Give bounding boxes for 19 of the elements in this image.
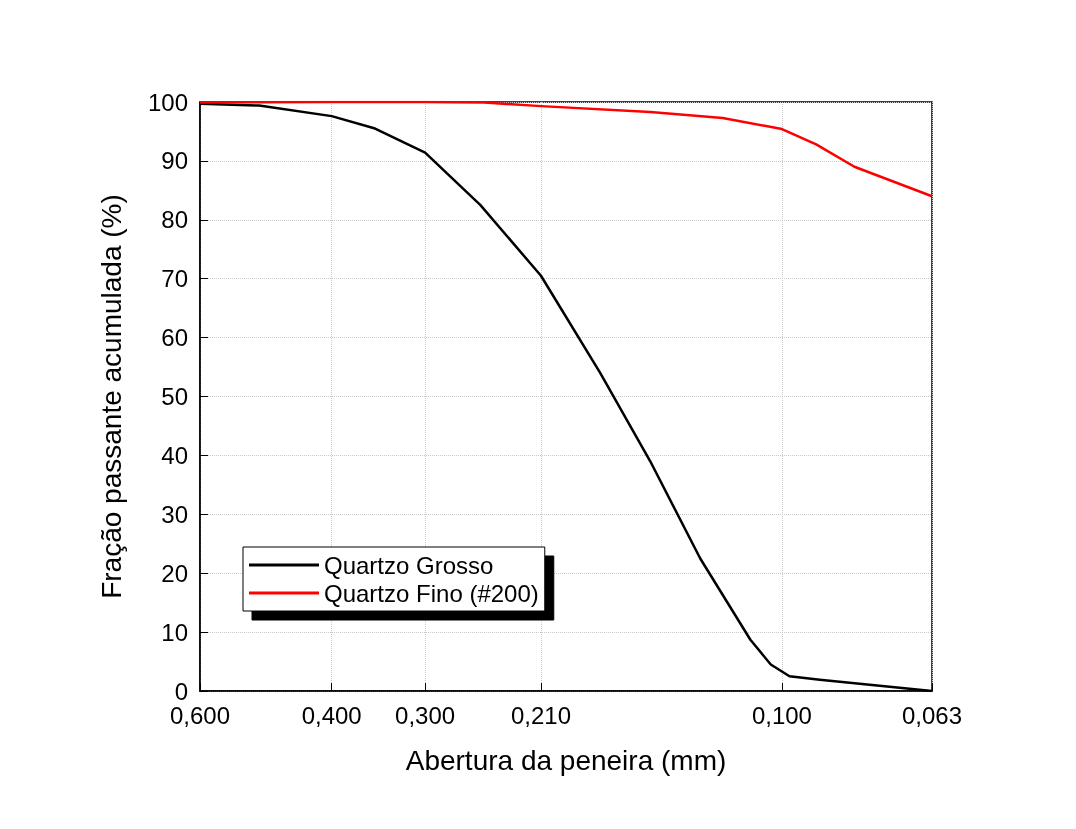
y-tick-label: 20 [161, 559, 188, 587]
y-tick-label: 90 [161, 147, 188, 175]
legend-label: Quartzo Fino (#200) [324, 579, 539, 607]
y-tick-label: 40 [161, 441, 188, 469]
x-axis-title: Abertura da peneira (mm) [405, 744, 727, 776]
x-tick-label: 0,400 [301, 701, 362, 729]
y-tick-label: 80 [161, 206, 188, 234]
y-axis-title: Fração passante acumulada (%) [95, 194, 127, 599]
x-tick-label: 0,063 [901, 701, 963, 729]
y-tick-label: 100 [147, 88, 188, 116]
y-tick-label: 30 [161, 500, 188, 528]
y-tick-label: 70 [161, 265, 188, 293]
x-tick-label: 0,300 [395, 701, 456, 729]
y-tick-label: 60 [161, 324, 188, 352]
x-tick-label: 0,100 [751, 701, 812, 729]
x-tick-label: 0,210 [510, 701, 571, 729]
y-tick-label: 10 [161, 618, 188, 646]
y-tick-label: 50 [161, 383, 188, 410]
legend-label: Quartzo Grosso [324, 551, 494, 579]
